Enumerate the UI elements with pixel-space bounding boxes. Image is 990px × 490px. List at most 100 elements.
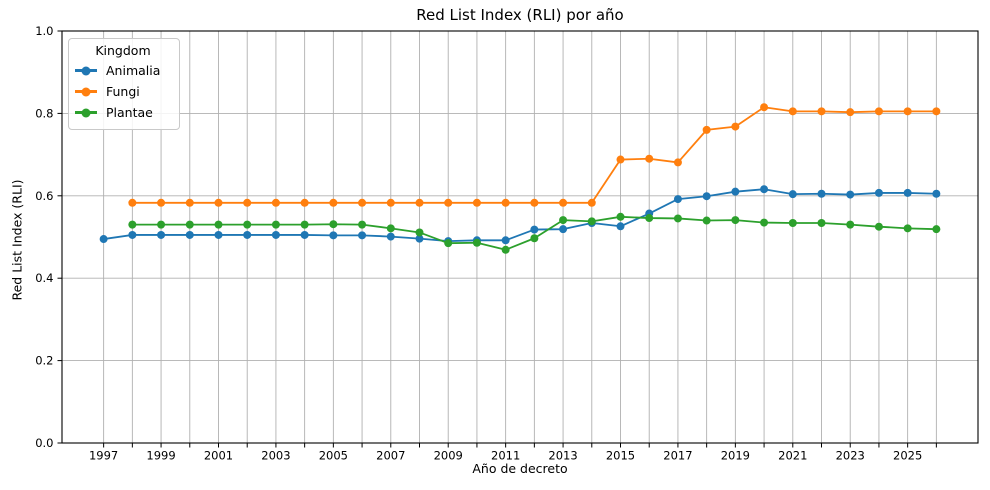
data-point-fungi (530, 198, 539, 207)
data-point-fungi (271, 198, 280, 207)
x-tick-label: 2013 (548, 449, 577, 463)
y-tick-label: 0.8 (35, 106, 53, 120)
x-tick-label: 1999 (146, 449, 175, 463)
x-axis-label: Año de decreto (472, 461, 568, 476)
data-point-animalia (157, 230, 166, 239)
data-point-fungi (300, 198, 309, 207)
data-point-fungi (358, 198, 367, 207)
data-point-animalia (760, 185, 769, 194)
data-point-fungi (243, 198, 252, 207)
data-point-fungi (874, 107, 883, 116)
data-point-fungi (846, 108, 855, 117)
data-point-plantae (731, 216, 740, 225)
legend-label-plantae: Plantae (106, 105, 153, 120)
data-point-plantae (932, 225, 941, 234)
data-point-animalia (673, 195, 682, 204)
data-point-plantae (587, 217, 596, 226)
data-point-plantae (444, 239, 453, 248)
y-axis-label: Red List Index (RLI) (9, 179, 25, 301)
data-point-plantae (559, 216, 568, 225)
data-point-fungi (903, 107, 912, 116)
y-tick-label: 1.0 (35, 24, 53, 38)
x-tick-label: 2015 (606, 449, 635, 463)
legend-item-plantae: Plantae (75, 102, 171, 123)
y-tick-label: 0.6 (35, 189, 53, 203)
data-point-animalia (530, 225, 539, 234)
data-point-plantae (616, 212, 625, 221)
x-tick-label: 2023 (836, 449, 865, 463)
legend-marker-animalia-icon (75, 66, 97, 76)
data-point-animalia (932, 189, 941, 198)
data-point-plantae (157, 220, 166, 229)
data-point-fungi (702, 125, 711, 134)
x-tick-label: 2011 (491, 449, 520, 463)
data-point-plantae (214, 220, 223, 229)
data-point-animalia (243, 230, 252, 239)
data-point-fungi (731, 122, 740, 131)
data-point-animalia (874, 188, 883, 197)
data-point-animalia (271, 230, 280, 239)
legend-label-animalia: Animalia (106, 63, 161, 78)
data-point-plantae (300, 220, 309, 229)
y-tick-label: 0.0 (35, 436, 53, 450)
series-line-animalia (103, 188, 937, 243)
x-tick-label: 2001 (204, 449, 233, 463)
x-tick-label: 2007 (376, 449, 405, 463)
data-point-plantae (645, 214, 654, 223)
data-point-fungi (444, 198, 453, 207)
data-point-fungi (128, 198, 137, 207)
legend: Kingdom Animalia Fungi Plantae (68, 38, 180, 130)
data-point-animalia (616, 222, 625, 231)
data-point-plantae (329, 220, 338, 229)
y-tick-label: 0.4 (35, 271, 53, 285)
data-point-plantae (760, 218, 769, 227)
x-tick-label: 2003 (261, 449, 290, 463)
x-tick-label: 2019 (721, 449, 750, 463)
data-point-fungi (932, 107, 941, 116)
legend-item-animalia: Animalia (75, 60, 171, 81)
data-point-animalia (99, 235, 108, 244)
data-point-fungi (817, 107, 826, 116)
data-point-animalia (415, 234, 424, 243)
data-point-fungi (645, 154, 654, 163)
data-point-fungi (673, 158, 682, 167)
data-point-plantae (128, 220, 137, 229)
data-point-animalia (817, 189, 826, 198)
x-tick-label: 1997 (89, 449, 118, 463)
data-point-plantae (185, 220, 194, 229)
data-point-plantae (243, 220, 252, 229)
data-point-animalia (358, 231, 367, 240)
y-tick-label: 0.2 (35, 354, 53, 368)
data-point-plantae (874, 222, 883, 231)
data-point-plantae (415, 228, 424, 237)
data-point-animalia (702, 192, 711, 201)
data-point-plantae (386, 224, 395, 233)
data-point-animalia (788, 190, 797, 199)
data-point-plantae (788, 218, 797, 227)
data-point-plantae (903, 224, 912, 233)
data-point-animalia (185, 230, 194, 239)
data-point-fungi (559, 198, 568, 207)
legend-marker-fungi-icon (75, 87, 97, 97)
data-point-fungi (329, 198, 338, 207)
data-point-plantae (358, 220, 367, 229)
data-point-animalia (329, 231, 338, 240)
data-point-animalia (903, 188, 912, 197)
data-point-fungi (214, 198, 223, 207)
data-point-animalia (214, 230, 223, 239)
data-point-fungi (157, 198, 166, 207)
data-point-plantae (702, 216, 711, 225)
data-point-plantae (501, 245, 510, 254)
x-tick-label: 2025 (893, 449, 922, 463)
data-point-fungi (415, 198, 424, 207)
data-point-animalia (731, 187, 740, 196)
legend-marker-plantae-icon (75, 108, 97, 118)
x-tick-label: 2017 (663, 449, 692, 463)
data-point-animalia (300, 230, 309, 239)
x-tick-label: 2005 (319, 449, 348, 463)
data-point-fungi (788, 107, 797, 116)
data-point-animalia (846, 190, 855, 199)
legend-item-fungi: Fungi (75, 81, 171, 102)
